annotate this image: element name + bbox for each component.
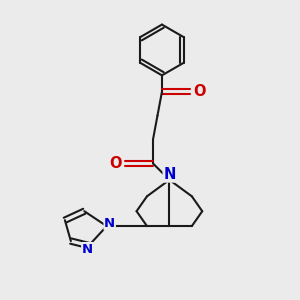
- Text: O: O: [194, 84, 206, 99]
- Text: N: N: [163, 167, 176, 182]
- Text: N: N: [82, 243, 93, 256]
- Text: N: N: [104, 217, 115, 230]
- Text: O: O: [109, 156, 121, 171]
